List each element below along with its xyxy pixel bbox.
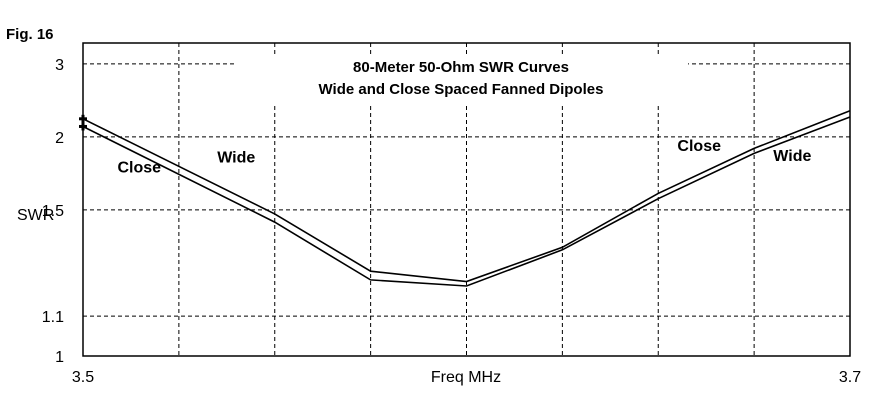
figure-label: Fig. 16 — [6, 26, 54, 43]
series-label: Wide — [773, 148, 811, 165]
series-label: Wide — [217, 150, 255, 167]
plot-frame — [82, 42, 851, 357]
x-axis-label: Freq MHz — [431, 369, 501, 386]
series-line — [82, 110, 851, 283]
series-annotations: Close Wide Close Wide — [118, 138, 812, 177]
chart-subtitle: Wide and Close Spaced Fanned Dipoles — [319, 81, 604, 98]
x-tick-label: 3.7 — [839, 369, 861, 386]
series-label: Close — [118, 160, 162, 177]
title-background — [236, 55, 688, 103]
tick-labels: 3.5 3.7 1 1.1 1.5 2 3 — [42, 57, 861, 386]
y-tick-label: 1.1 — [42, 309, 64, 326]
y-tick-label: 3 — [55, 57, 64, 74]
y-tick-label: 1 — [55, 349, 64, 366]
y-axis-label: SWR — [17, 207, 54, 224]
series-label: Close — [677, 138, 721, 155]
x-tick-label: 3.5 — [72, 369, 94, 386]
series-line — [82, 116, 851, 287]
y-tick-label: 1.5 — [42, 203, 64, 220]
y-tick-label: 2 — [55, 130, 64, 147]
chart-title: 80-Meter 50-Ohm SWR Curves — [353, 59, 569, 76]
